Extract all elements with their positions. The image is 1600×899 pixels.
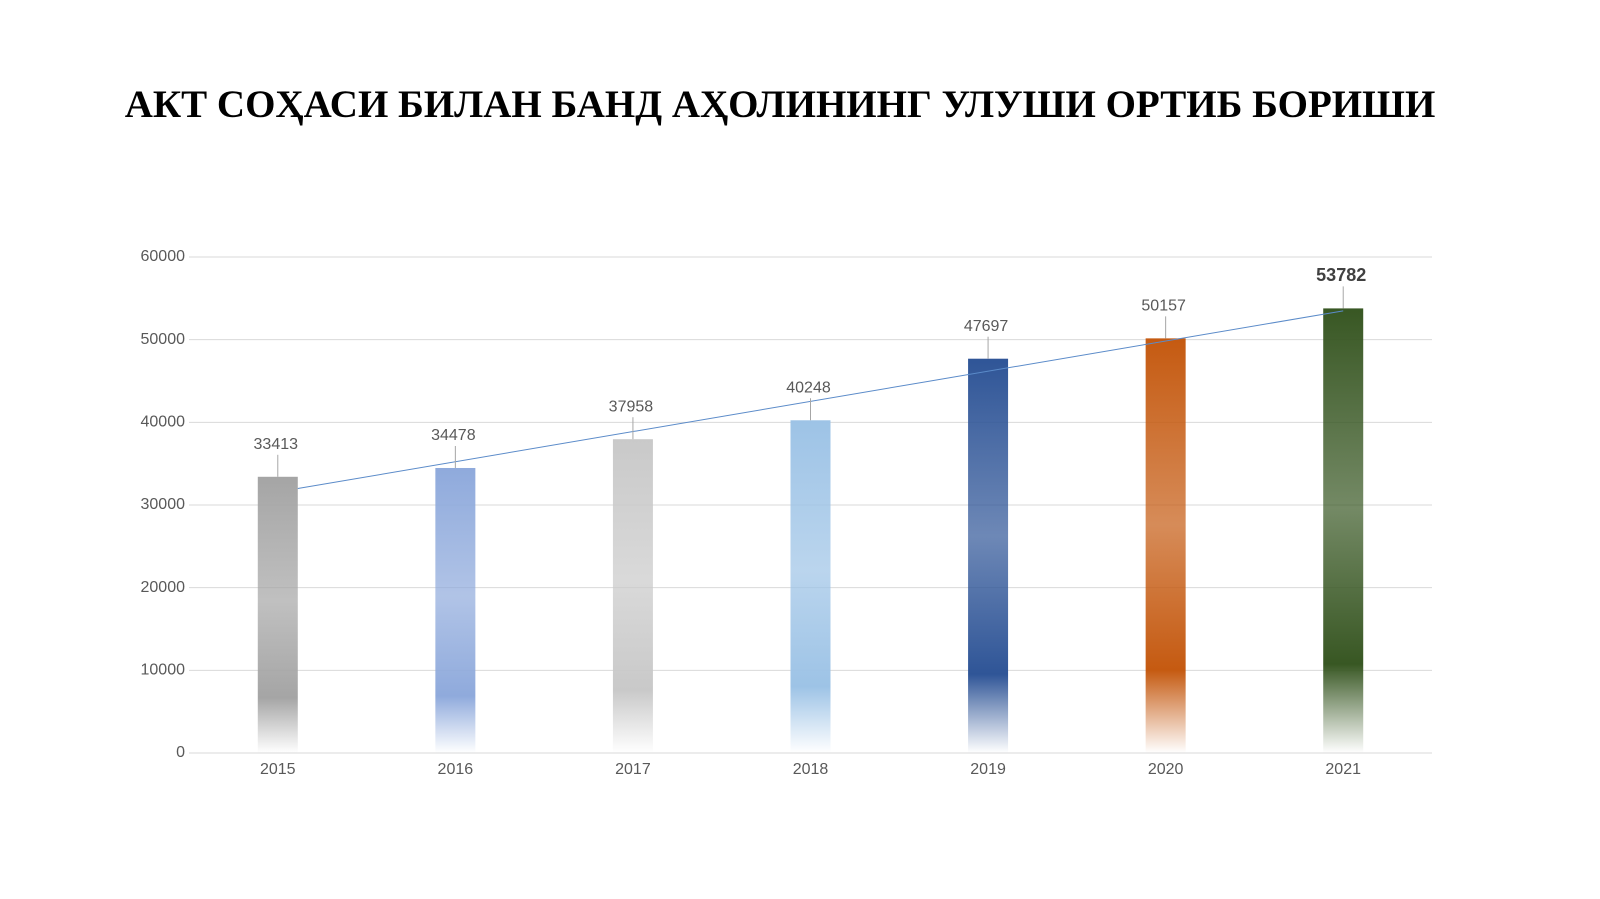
data-label: 34478: [431, 427, 476, 444]
x-tick-label: 2015: [260, 761, 296, 778]
y-tick-label: 30000: [141, 496, 186, 513]
bar: [435, 467, 476, 753]
y-tick-label: 0: [176, 744, 185, 761]
data-label: 53782: [1316, 265, 1366, 285]
bar: [1145, 338, 1186, 753]
y-tick-label: 20000: [141, 579, 186, 596]
data-label: 50157: [1141, 298, 1186, 315]
x-tick-label: 2016: [438, 761, 474, 778]
y-tick-label: 50000: [141, 331, 186, 348]
y-tick-label: 60000: [141, 248, 186, 265]
x-tick-label: 2020: [1148, 761, 1184, 778]
chart-title: АКТ СОҲАСИ БИЛАН БАНД АҲОЛИНИНГ УЛУШИ ОР…: [125, 83, 1436, 126]
data-label: 47697: [964, 318, 1009, 335]
data-label: 40248: [786, 380, 831, 397]
x-tick-label: 2017: [615, 761, 651, 778]
data-label: 33413: [254, 436, 299, 453]
bar: [790, 420, 831, 753]
bar: [257, 476, 298, 753]
x-tick-label: 2021: [1325, 761, 1361, 778]
x-tick-label: 2019: [970, 761, 1006, 778]
trendline: [297, 310, 1344, 490]
data-label: 37958: [609, 398, 654, 415]
bar: [968, 358, 1009, 753]
x-tick-label: 2018: [793, 761, 829, 778]
bar: [612, 439, 653, 753]
y-tick-label: 40000: [141, 414, 186, 431]
y-tick-label: 10000: [141, 662, 186, 679]
bar: [1323, 308, 1364, 753]
